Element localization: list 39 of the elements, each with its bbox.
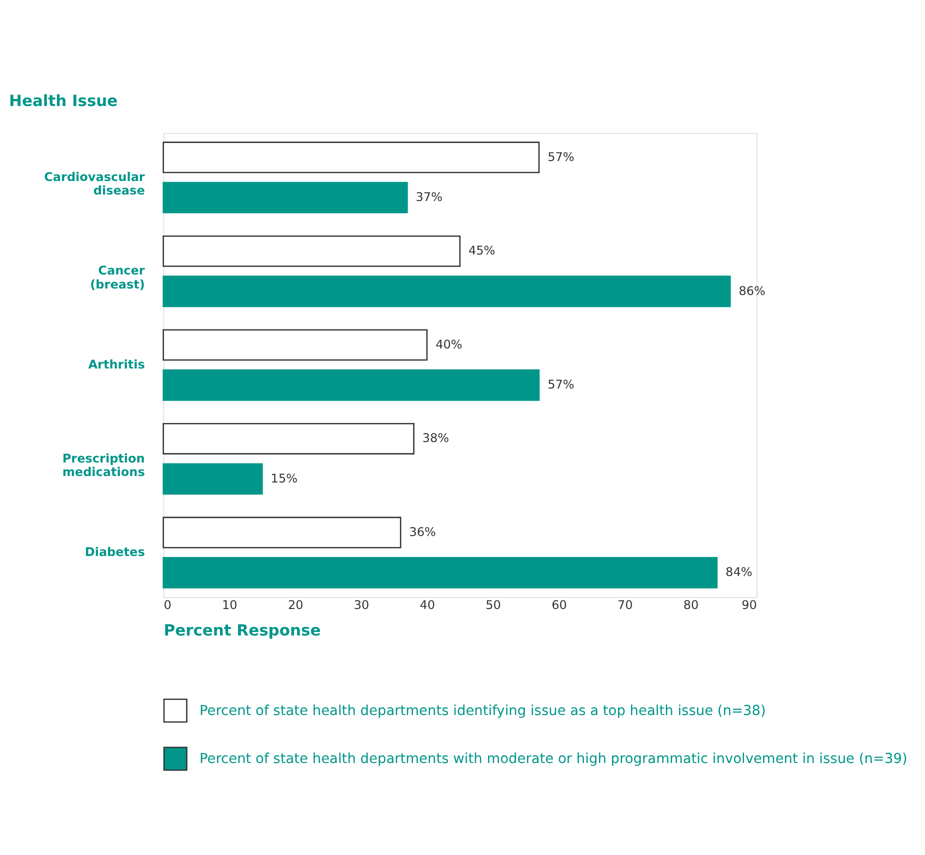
data-label: 57% bbox=[548, 378, 574, 392]
data-label: 38% bbox=[422, 431, 450, 446]
legend-label: Percent of state health departments identifying issue as a top health issue (n=38) bbox=[199, 702, 766, 719]
data-label: 57% bbox=[548, 150, 574, 164]
bar bbox=[162, 329, 428, 361]
bar bbox=[162, 423, 414, 454]
bar bbox=[162, 182, 408, 214]
x-tick-label: 50 bbox=[486, 598, 501, 612]
bar bbox=[162, 142, 540, 174]
bar bbox=[162, 235, 461, 267]
y-tick-label: Arthritis bbox=[88, 357, 145, 372]
data-label: 86% bbox=[738, 284, 766, 298]
x-tick-label: 60 bbox=[552, 598, 567, 612]
y-tick-label: Diabetes bbox=[84, 545, 145, 560]
x-tick-label: 30 bbox=[354, 598, 370, 612]
y-tick-label: Cardiovascular disease bbox=[44, 170, 145, 198]
bar bbox=[162, 556, 718, 588]
data-label: 37% bbox=[416, 190, 443, 204]
bar bbox=[162, 276, 731, 308]
y-axis-title: Health Issue bbox=[9, 92, 118, 110]
legend-label: Percent of state health departments with moderate or high programmatic involvement in issue (n=39) bbox=[199, 751, 908, 768]
data-label: 40% bbox=[436, 337, 462, 352]
bar bbox=[162, 369, 540, 401]
y-tick-label: Cancer (breast) bbox=[90, 264, 145, 292]
x-tick-label: 90 bbox=[742, 598, 757, 612]
x-tick-label: 80 bbox=[683, 598, 699, 612]
data-label: 15% bbox=[270, 471, 298, 486]
x-tick-label: 40 bbox=[420, 598, 436, 612]
data-label: 45% bbox=[468, 244, 496, 258]
x-tick-label: 70 bbox=[617, 598, 633, 612]
x-axis-title: Percent Response bbox=[164, 621, 321, 640]
data-label: 84% bbox=[726, 565, 752, 580]
x-tick-label: 20 bbox=[288, 598, 304, 612]
bar bbox=[162, 516, 402, 548]
y-tick-label: Prescription medications bbox=[62, 451, 145, 480]
bar bbox=[162, 463, 263, 495]
x-tick-label: 10 bbox=[222, 598, 238, 612]
x-tick-label: 0 bbox=[164, 598, 172, 612]
data-label: 36% bbox=[409, 524, 436, 539]
